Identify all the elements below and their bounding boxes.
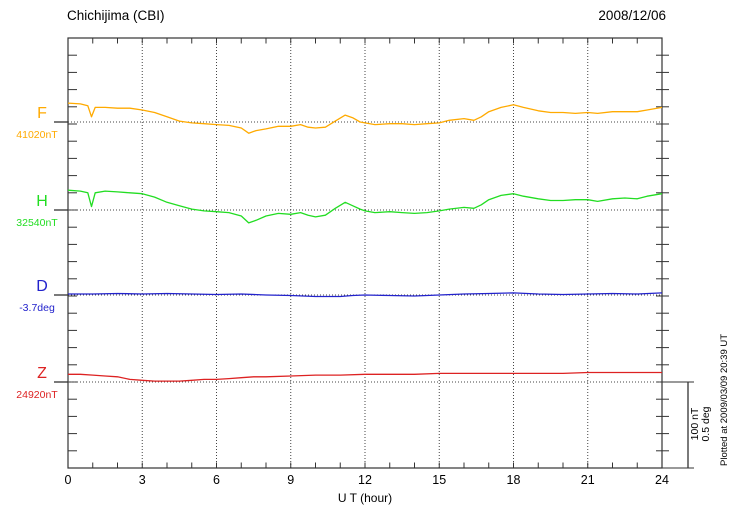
trace-Z	[68, 371, 662, 382]
plot-date: 2008/12/06	[598, 8, 666, 23]
component-letter-D: D	[36, 278, 48, 295]
plot-frame	[67, 37, 663, 469]
x-tick-label: 9	[287, 473, 295, 487]
component-letter-Z: Z	[37, 365, 47, 382]
component-baseline-D: -3.7deg	[19, 302, 55, 314]
component-letter-F: F	[37, 105, 47, 122]
x-axis-label: U T (hour)	[337, 491, 393, 505]
plotted-at-note: Plotted at 2009/03/09 20:39 UT	[719, 334, 730, 466]
x-tick-label: 3	[138, 473, 146, 487]
plot-dynamic-layer	[54, 37, 694, 469]
x-tick-label: 24	[655, 473, 669, 487]
x-tick-label: 6	[213, 473, 220, 487]
trace-H	[67, 189, 663, 224]
trace-D	[68, 292, 663, 298]
x-tick-label: 0	[64, 473, 72, 487]
x-tick-label: 21	[580, 473, 595, 487]
component-baseline-H: 32540nT	[16, 217, 58, 229]
scale-bar-label-deg: 0.5 deg	[700, 406, 712, 441]
station-title: Chichijima (CBI)	[67, 8, 165, 23]
x-tick-label: 18	[506, 473, 521, 487]
component-baseline-Z: 24920nT	[16, 389, 58, 401]
scale-bar-label-nt: 100 nT	[689, 407, 701, 440]
component-letter-H: H	[36, 193, 48, 210]
trace-F	[67, 102, 663, 134]
component-baseline-F: 41020nT	[16, 129, 58, 141]
x-tick-label: 12	[358, 473, 372, 487]
x-tick-label: 15	[432, 473, 447, 487]
